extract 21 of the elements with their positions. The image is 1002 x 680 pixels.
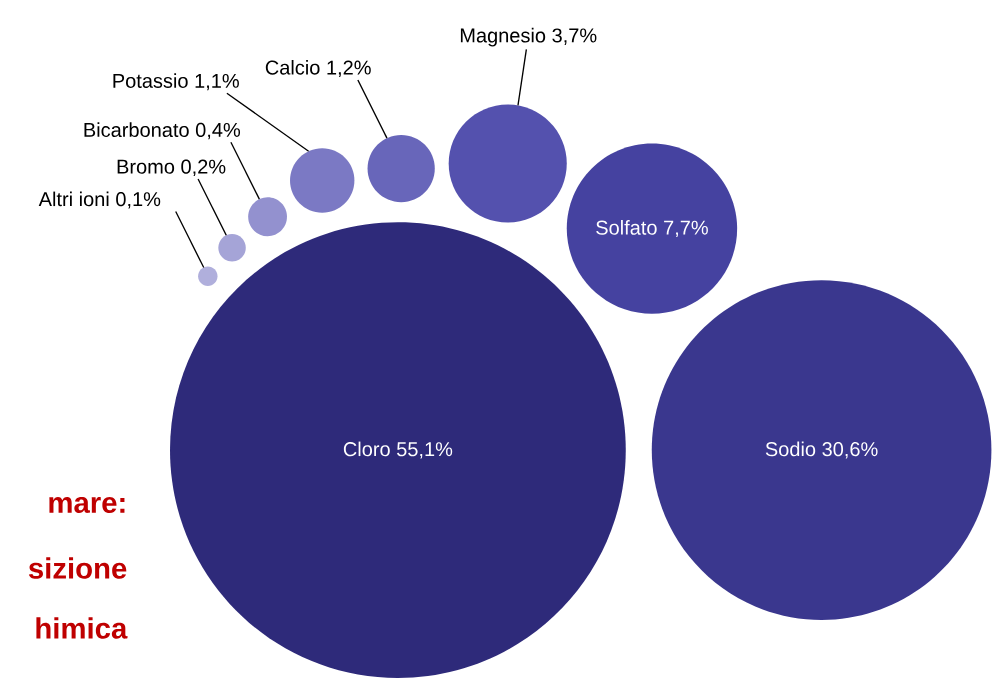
data-label: 30,6% [822,442,878,459]
data-label: 1,2% [327,60,371,78]
data-label: 7,7% [664,220,708,238]
data-label: 0,4% [195,122,241,140]
data-label: 0,1% [116,192,161,209]
category-label: Bromo [117,159,175,174]
category-label: Cloro [343,441,390,457]
category-label: Altri ioni [38,191,109,207]
data-label: 55,1% [397,442,453,459]
category-label: Magnesio [460,27,546,47]
text: mare: [49,496,125,514]
category-label: Bicarbonato [84,122,189,138]
category-label: Calcio [265,59,320,75]
category-label: Sodio [765,441,816,457]
data-label: 3,7% [552,28,597,45]
category-label: Potassio [113,73,188,88]
data-label: 0,2% [181,159,226,177]
text: sizione [28,557,127,579]
text: himica [36,617,128,639]
data-label: 1,1% [195,73,239,91]
category-label: Solfato [596,220,657,235]
